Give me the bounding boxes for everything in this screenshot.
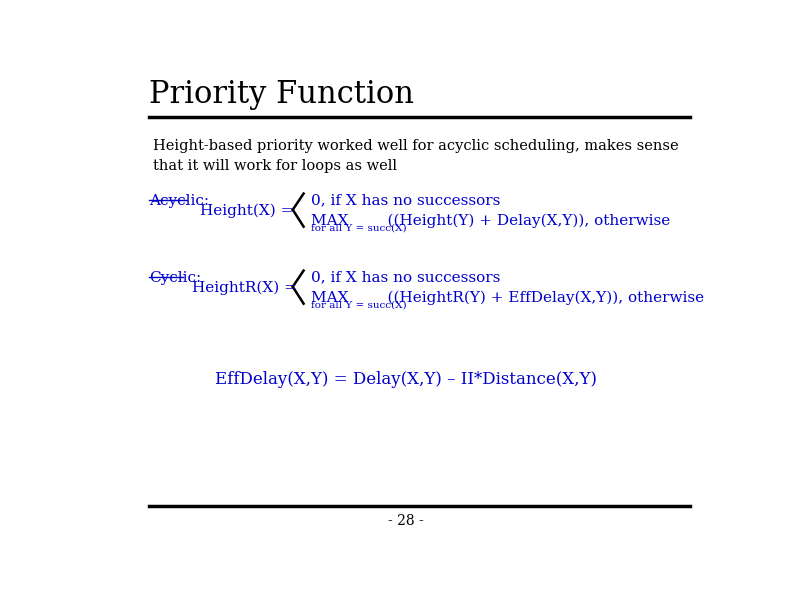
Text: MAX        ((HeightR(Y) + EffDelay(X,Y)), otherwise: MAX ((HeightR(Y) + EffDelay(X,Y)), other…: [310, 291, 704, 305]
Text: EffDelay(X,Y) = Delay(X,Y) – II*Distance(X,Y): EffDelay(X,Y) = Delay(X,Y) – II*Distance…: [215, 371, 597, 389]
Text: 0, if X has no successors: 0, if X has no successors: [310, 193, 500, 207]
Text: 0, if X has no successors: 0, if X has no successors: [310, 271, 500, 285]
Text: Cyclic:: Cyclic:: [150, 271, 202, 285]
Text: Height-based priority worked well for acyclic scheduling, makes sense
that it wi: Height-based priority worked well for ac…: [153, 139, 679, 173]
Text: for all Y = succ(X): for all Y = succ(X): [310, 300, 406, 310]
Text: Height(X) =: Height(X) =: [200, 204, 293, 218]
Text: HeightR(X) =: HeightR(X) =: [192, 280, 297, 295]
Text: Acyclic:: Acyclic:: [150, 195, 210, 208]
Text: MAX        ((Height(Y) + Delay(X,Y)), otherwise: MAX ((Height(Y) + Delay(X,Y)), otherwise: [310, 214, 670, 228]
Text: for all Y = succ(X): for all Y = succ(X): [310, 223, 406, 233]
Text: - 28 -: - 28 -: [388, 514, 424, 528]
Text: Priority Function: Priority Function: [150, 78, 414, 110]
